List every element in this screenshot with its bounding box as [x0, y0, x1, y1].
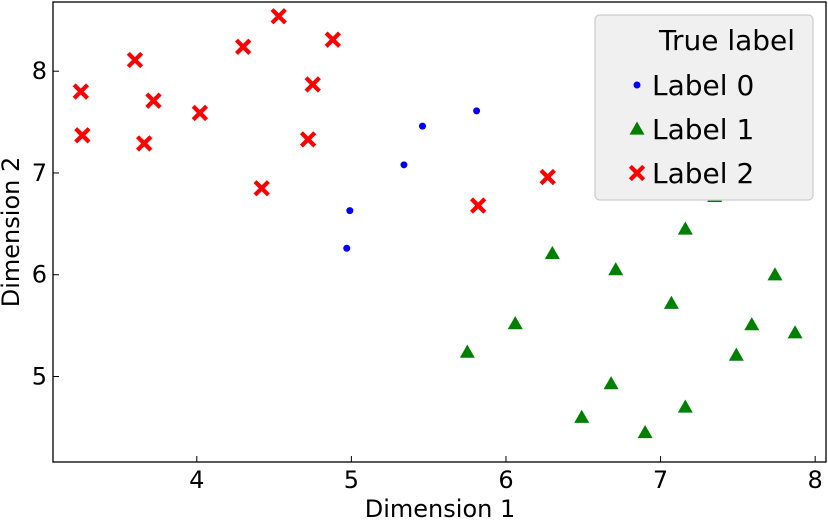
data-point: [72, 83, 89, 100]
y-tick-label: 7: [32, 159, 47, 187]
data-point: [304, 76, 321, 93]
data-point: [767, 267, 783, 281]
x-tick-label: 4: [189, 466, 204, 494]
data-point: [473, 107, 481, 115]
data-point: [343, 244, 351, 252]
x-tick-label: 7: [653, 466, 668, 494]
data-point: [191, 104, 209, 122]
data-point: [574, 409, 590, 423]
x-axis-label: Dimension 1: [365, 495, 515, 523]
plot-frame: [52, 1, 827, 463]
data-point: [744, 317, 760, 331]
axis-ticks: 4 5 6 7 8 5 6 7 8: [32, 57, 823, 494]
data-point: [270, 8, 287, 25]
y-tick-label: 6: [32, 261, 47, 289]
data-point: [126, 51, 144, 69]
x-tick-label: 5: [344, 466, 359, 494]
data-point: [459, 344, 475, 358]
data-point: [145, 92, 162, 109]
data-point: [507, 316, 523, 330]
series-label-0: [343, 107, 481, 252]
y-axis-label: Dimension 2: [0, 157, 25, 307]
data-point: [400, 161, 408, 169]
x-tick-label: 8: [808, 466, 823, 494]
y-tick-label: 5: [32, 363, 47, 391]
legend-marker: [628, 164, 646, 182]
data-point: [608, 262, 624, 276]
data-point: [234, 38, 252, 55]
legend-marker: [629, 121, 645, 135]
data-point: [787, 325, 803, 339]
data-point: [663, 295, 679, 309]
data-point: [324, 31, 341, 48]
x-tick-label: 6: [498, 466, 513, 494]
series-label-2: [72, 8, 556, 214]
legend-item: Label 2: [628, 157, 754, 190]
y-tick-label: 8: [32, 57, 47, 85]
data-point: [346, 207, 354, 215]
data-point: [136, 135, 153, 152]
data-point: [74, 127, 91, 144]
legend-item: Label 0: [633, 69, 754, 102]
legend-label: Label 2: [652, 157, 754, 190]
data-point: [544, 245, 560, 259]
data-point: [728, 347, 744, 361]
legend-title: True label: [658, 24, 795, 57]
legend-label: Label 0: [652, 69, 754, 102]
data-point: [677, 399, 693, 413]
legend-marker: [633, 81, 641, 89]
data-point: [539, 168, 556, 186]
data-point: [299, 131, 317, 148]
plot-area: [72, 8, 803, 439]
data-point: [469, 197, 487, 214]
legend-label: Label 1: [652, 113, 754, 146]
legend-item: Label 1: [629, 113, 754, 146]
data-point: [418, 122, 426, 130]
data-point: [677, 221, 693, 235]
series-label-1: [459, 188, 803, 439]
legend: True label Label 0 Label 1 Label 2: [594, 14, 814, 201]
data-point: [603, 376, 619, 390]
data-point: [253, 180, 270, 197]
data-point: [637, 424, 653, 439]
legend-box: [594, 14, 814, 201]
